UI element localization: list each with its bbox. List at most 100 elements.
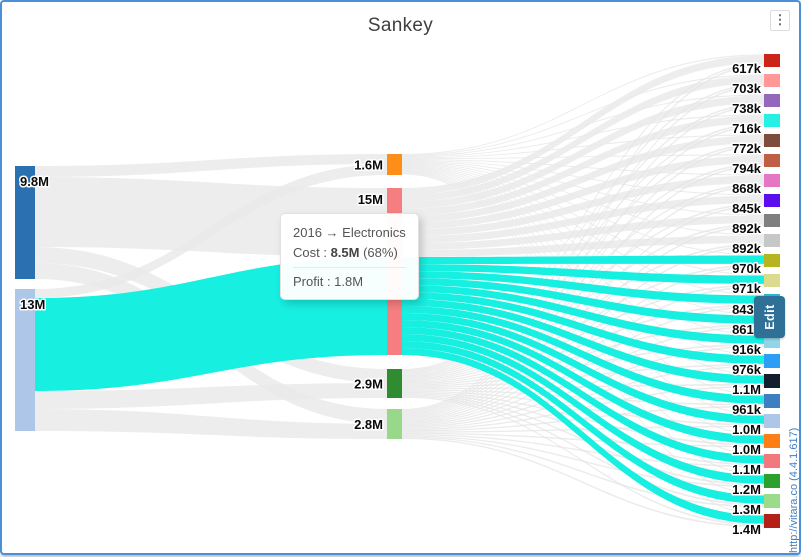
sankey-node-2.8m[interactable]: [387, 409, 402, 439]
sankey-node-845k[interactable]: [764, 194, 780, 207]
node-label-13m: 13M: [20, 297, 45, 312]
node-label-845k: 845k: [732, 201, 762, 216]
flow-15M-to-1.1M[interactable]: [402, 327, 764, 464]
flow-2.8M-to-1.4M[interactable]: [402, 437, 764, 528]
flow-2.8M-to-617k[interactable]: [402, 64, 764, 411]
flow-15M-to-794k[interactable]: [402, 155, 764, 230]
sankey-node-703k[interactable]: [764, 74, 780, 87]
flow-15M-to-976k[interactable]: [402, 292, 764, 364]
flow-2.9M-to-703k[interactable]: [402, 83, 764, 372]
flow-15M-to-772k[interactable]: [402, 135, 764, 223]
flow-13M-to-2.8M[interactable]: [35, 409, 387, 439]
flow-13M-to-1.6M[interactable]: [35, 164, 387, 298]
flow-1.6M-to-861k[interactable]: [402, 165, 764, 316]
sankey-node-9.8m[interactable]: [15, 166, 35, 279]
flow-15M-to-1.4M[interactable]: [402, 348, 764, 524]
sankey-node-970k[interactable]: [764, 254, 780, 267]
sankey-node-892k[interactable]: [764, 214, 780, 227]
flow-2.8M-to-892k[interactable]: [402, 244, 764, 422]
node-label-1.1m: 1.1M: [732, 462, 761, 477]
node-label-794k: 794k: [732, 161, 762, 176]
tooltip-profit-line: Profit : 1.8M: [293, 274, 364, 289]
node-label-2.8m: 2.8M: [354, 417, 383, 432]
sankey-node-1.3m[interactable]: [764, 494, 780, 508]
flow-9.8M-to-1.6M[interactable]: [35, 154, 387, 177]
flow-15M-to-1.0M[interactable]: [402, 320, 764, 444]
flow-2.8M-to-1.3M[interactable]: [402, 436, 764, 508]
node-label-1.3m: 1.3M: [732, 502, 761, 517]
flow-2.8M-to-916k[interactable]: [402, 345, 764, 428]
node-label-617k: 617k: [732, 61, 762, 76]
flow-2.8M-to-772k[interactable]: [402, 144, 764, 416]
sankey-node-1.2m[interactable]: [764, 474, 780, 488]
sankey-node-794k[interactable]: [764, 154, 780, 167]
flow-15M-to-1.2M[interactable]: [402, 334, 764, 484]
flow-13M-to-2.9M[interactable]: [35, 383, 387, 409]
flow-2.8M-to-1.0M[interactable]: [402, 432, 764, 448]
flow-1.6M-to-892k[interactable]: [402, 160, 764, 216]
flow-15M-to-617k[interactable]: [402, 55, 764, 195]
flow-15M-to-961k[interactable]: [402, 306, 764, 404]
flow-15M-to-868k[interactable]: [402, 175, 764, 237]
sankey-node-868k[interactable]: [764, 174, 780, 187]
sankey-node-1.4m[interactable]: [764, 514, 780, 528]
flow-15M-to-738k[interactable]: [402, 95, 764, 209]
node-label-716k: 716k: [732, 121, 762, 136]
flow-1.6M-to-794k[interactable]: [402, 154, 764, 160]
node-label-703k: 703k: [732, 81, 762, 96]
sankey-node-961k[interactable]: [764, 394, 780, 408]
flow-2.8M-to-892k[interactable]: [402, 224, 764, 421]
sankey-node-2.9m[interactable]: [387, 369, 402, 398]
edit-button[interactable]: Edit: [754, 296, 785, 338]
sankey-node-1.6m[interactable]: [387, 154, 402, 175]
sankey-node-1.0m[interactable]: [764, 414, 780, 428]
chart-title: Sankey: [367, 15, 434, 36]
flow-15M-to-916k[interactable]: [402, 285, 764, 344]
sankey-node-738k[interactable]: [764, 94, 780, 107]
flow-1.6M-to-961k[interactable]: [402, 168, 764, 396]
vitara-watermark-link[interactable]: http://vitara.co (4.4.1.617): [788, 427, 800, 553]
flow-15M-to-1.1M[interactable]: [402, 299, 764, 384]
flow-1.6M-to-916k[interactable]: [402, 165, 764, 336]
flow-15M-to-971k[interactable]: [402, 264, 764, 284]
sankey-node-617k[interactable]: [764, 54, 780, 67]
node-label-970k: 970k: [732, 261, 762, 276]
flow-2.9M-to-617k[interactable]: [402, 63, 764, 371]
node-label-1.2m: 1.2M: [732, 482, 761, 497]
node-label-961k: 961k: [732, 402, 762, 417]
node-label-1.0m: 1.0M: [732, 422, 761, 437]
flow-15M-to-892k[interactable]: [402, 235, 764, 258]
node-label-738k: 738k: [732, 101, 762, 116]
flow-2.8M-to-1.2M[interactable]: [402, 435, 764, 488]
flow-1.6M-to-1.0M[interactable]: [402, 169, 764, 416]
flow-15M-to-716k[interactable]: [402, 115, 764, 216]
flow-2.8M-to-861k[interactable]: [402, 325, 764, 427]
sankey-node-13m[interactable]: [15, 289, 35, 431]
node-label-976k: 976k: [732, 362, 762, 377]
node-label-15m: 15M: [358, 192, 383, 207]
sankey-node-976k[interactable]: [764, 354, 780, 368]
flow-1.6M-to-892k[interactable]: [402, 161, 764, 236]
flow-15M-to-861k[interactable]: [402, 278, 764, 324]
flow-15M-to-703k[interactable]: [402, 75, 764, 202]
sankey-node-772k[interactable]: [764, 134, 780, 147]
flow-15M-to-970k[interactable]: [402, 255, 764, 265]
flow-15M-to-843k[interactable]: [402, 271, 764, 304]
flow-1.6M-to-703k[interactable]: [402, 74, 764, 156]
flow-2.8M-to-716k[interactable]: [402, 124, 764, 415]
sankey-node-1.1m[interactable]: [764, 374, 780, 388]
kebab-menu-button[interactable]: ⋮: [770, 10, 790, 31]
flow-2.8M-to-1.1M[interactable]: [402, 434, 764, 468]
flow-15M-to-1.0M[interactable]: [402, 313, 764, 424]
sankey-node-1.0m[interactable]: [764, 434, 780, 448]
sankey-node-716k[interactable]: [764, 114, 780, 127]
sankey-node-892k[interactable]: [764, 234, 780, 247]
flow-15M-to-1.3M[interactable]: [402, 341, 764, 504]
flow-1.6M-to-617k[interactable]: [402, 54, 764, 155]
sankey-node-1.1m[interactable]: [764, 454, 780, 468]
flow-1.6M-to-772k[interactable]: [402, 134, 764, 159]
sankey-node-971k[interactable]: [764, 274, 780, 287]
flow-2.8M-to-703k[interactable]: [402, 84, 764, 412]
node-label-1.6m: 1.6M: [354, 158, 383, 173]
